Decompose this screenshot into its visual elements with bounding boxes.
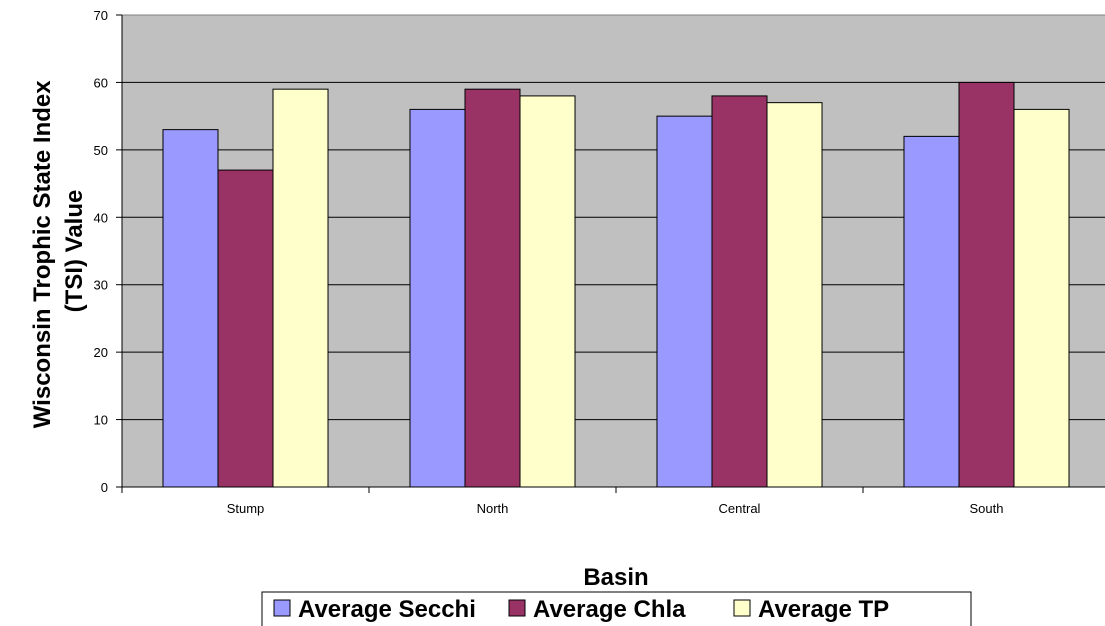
y-tick-label: 10 (94, 413, 108, 428)
bar-average-chla-central (711, 95, 768, 488)
y-axis-title: Wisconsin Trophic State Index (TSI) Valu… (29, 74, 88, 429)
bar-average-chla-north (464, 88, 521, 488)
x-tick-labels: Stump North Central South (227, 501, 1004, 516)
x-tick-label: Central (719, 501, 761, 516)
bar-average-chla-stump (217, 169, 274, 488)
y-tick-label: 40 (94, 210, 108, 225)
bars (162, 81, 1070, 488)
x-tick-label: Stump (227, 501, 265, 516)
bar-average-tp-central (766, 102, 823, 488)
legend-label-chla: Average Chla (533, 596, 686, 623)
y-tick-label: 60 (94, 75, 108, 90)
y-tick-label: 70 (94, 8, 108, 23)
legend-swatch-secchi (273, 599, 291, 617)
bar-average-secchi-central (656, 115, 713, 488)
y-tick-label: 30 (94, 278, 108, 293)
legend-label-tp: Average TP (758, 596, 889, 623)
legend-label-secchi: Average Secchi (298, 596, 476, 623)
x-tick-label: South (970, 501, 1004, 516)
bar-average-secchi-stump (162, 129, 219, 488)
bar-average-tp-stump (272, 88, 329, 488)
axes (116, 14, 1105, 493)
legend-swatch-chla (508, 599, 526, 617)
bar-average-tp-north (519, 95, 576, 488)
y-tick-label: 20 (94, 345, 108, 360)
y-axis-title-line-1: Wisconsin Trophic State Index (29, 80, 56, 429)
y-tick-label: 50 (94, 143, 108, 158)
y-axis-title-line-2: (TSI) Value (61, 190, 88, 313)
bar-average-chla-south (958, 81, 1015, 488)
x-tick-label: North (477, 501, 509, 516)
x-axis-title: Basin (583, 564, 648, 591)
bar-average-secchi-north (409, 108, 466, 488)
legend-frame (261, 591, 972, 626)
bar-average-secchi-south (903, 135, 960, 488)
legend-swatch-tp (733, 599, 751, 617)
legend: Average Secchi Average Chla Average TP (261, 591, 972, 626)
y-tick-labels: 0 10 20 30 40 50 60 70 (94, 8, 108, 495)
y-tick-label: 0 (101, 480, 108, 495)
bar-average-tp-south (1013, 108, 1070, 488)
